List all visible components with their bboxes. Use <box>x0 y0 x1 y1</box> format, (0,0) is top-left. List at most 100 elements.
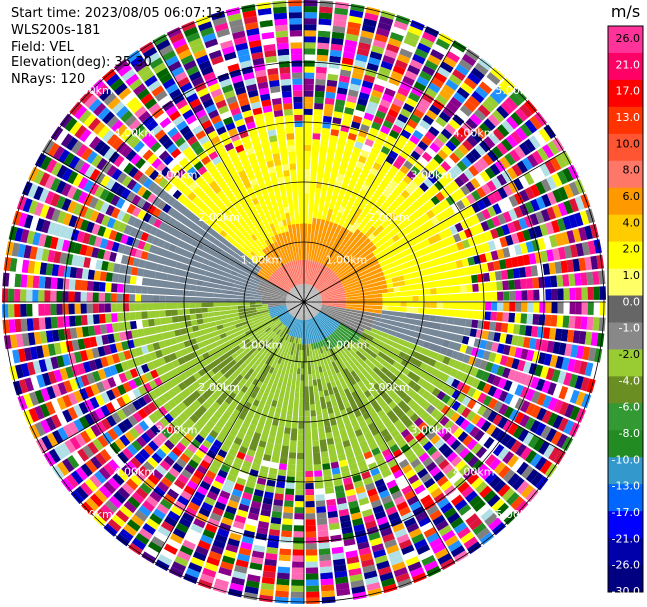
ppi-gate <box>330 368 336 376</box>
ppi-gate <box>465 513 479 526</box>
ppi-gate <box>131 194 142 206</box>
ppi-gate <box>119 331 127 341</box>
ppi-gate <box>402 394 412 404</box>
ppi-gate <box>320 308 372 331</box>
ppi-gate <box>340 362 347 370</box>
ppi-gate <box>89 258 97 269</box>
ppi-gate <box>335 442 345 456</box>
ppi-ray <box>115 302 304 547</box>
ppi-gate <box>272 326 279 332</box>
ppi-gate <box>304 18 317 25</box>
ppi-gate <box>388 400 397 410</box>
ppi-gate <box>268 305 287 312</box>
ppi-gate <box>113 491 127 504</box>
ppi-gate <box>386 135 397 145</box>
ppi-gate <box>321 365 327 372</box>
ppi-gate <box>364 358 376 370</box>
ppi-ray <box>210 10 304 302</box>
ppi-gate <box>420 269 428 277</box>
ppi-gate <box>110 283 118 293</box>
ppi-gate <box>291 318 299 337</box>
ppi-gate <box>123 245 132 256</box>
ppi-gate <box>375 156 385 166</box>
ppi-gate <box>310 343 315 350</box>
ppi-gate <box>311 349 316 356</box>
ppi-gate <box>536 407 547 421</box>
ppi-gate <box>455 211 465 222</box>
ppi-gate <box>512 267 521 279</box>
ppi-gate <box>320 286 345 297</box>
ppi-gate <box>171 309 178 316</box>
ppi-gate <box>172 462 184 474</box>
ppi-gate <box>305 543 317 550</box>
ppi-gate <box>387 458 398 469</box>
ppi-gate <box>320 284 344 296</box>
ppi-gate <box>309 349 313 357</box>
ppi-gate <box>196 485 209 496</box>
ppi-gate <box>182 146 193 157</box>
ppi-gate <box>393 419 407 434</box>
ppi-gate <box>326 504 338 513</box>
ppi-gate <box>526 349 535 362</box>
ppi-gate <box>304 6 318 13</box>
ppi-gate <box>445 217 455 227</box>
ppi-gate <box>89 210 100 222</box>
ppi-gate <box>218 105 230 115</box>
ring-label: 4.00km <box>453 466 495 479</box>
ppi-gate <box>380 60 394 71</box>
ppi-gate <box>427 173 438 184</box>
ppi-gate <box>2 272 10 287</box>
ppi-gate <box>82 445 94 459</box>
ppi-gate <box>17 348 27 363</box>
ppi-gate <box>337 364 344 372</box>
ppi-gate <box>531 150 544 165</box>
ppi-gate <box>361 425 370 434</box>
ppi-gate <box>156 39 171 51</box>
ppi-gate <box>430 408 441 419</box>
ppi-gate <box>57 329 66 341</box>
ppi-gate <box>41 248 50 262</box>
ppi-gate <box>402 175 413 185</box>
ppi-gate <box>447 341 462 352</box>
ppi-gate <box>464 422 476 434</box>
ppi-gate <box>143 353 152 363</box>
ppi-gate <box>378 489 390 499</box>
ppi-gate <box>314 220 330 262</box>
ppi-gate <box>133 423 145 436</box>
ring-label: 3.00km <box>410 169 452 182</box>
ppi-gate <box>574 375 585 390</box>
ppi-gate <box>108 229 118 241</box>
ppi-gate <box>38 276 46 289</box>
ppi-gate <box>329 334 339 346</box>
ppi-gate <box>249 178 258 187</box>
ppi-gate <box>405 362 435 384</box>
ppi-gate <box>288 458 296 465</box>
ppi-gate <box>424 415 435 425</box>
ppi-gate <box>411 479 423 490</box>
ppi-ray <box>60 302 304 493</box>
ppi-gate <box>293 537 304 544</box>
ppi-gate <box>213 410 223 420</box>
ppi-gate <box>377 104 389 114</box>
ppi-gate <box>320 578 334 586</box>
ppi-gate <box>262 570 276 579</box>
ppi-gate <box>444 419 455 431</box>
ppi-gate <box>475 369 485 380</box>
ppi-gate <box>480 450 492 463</box>
ppi-gate <box>180 348 189 357</box>
ppi-ray <box>43 302 304 467</box>
ppi-gate <box>450 517 464 529</box>
ppi-ray <box>12 302 304 396</box>
ppi-gate <box>430 434 441 445</box>
ppi-gate <box>192 124 204 135</box>
ppi-gate <box>272 336 281 348</box>
ppi-gate <box>592 317 600 331</box>
ppi-gate <box>501 120 514 134</box>
ppi-ray <box>304 302 383 597</box>
ppi-gate <box>45 158 58 174</box>
ppi-gate <box>333 564 347 573</box>
ppi-gate <box>80 463 93 477</box>
ppi-gate <box>100 391 111 404</box>
ppi-gate <box>8 273 16 287</box>
ppi-gate <box>265 392 275 406</box>
